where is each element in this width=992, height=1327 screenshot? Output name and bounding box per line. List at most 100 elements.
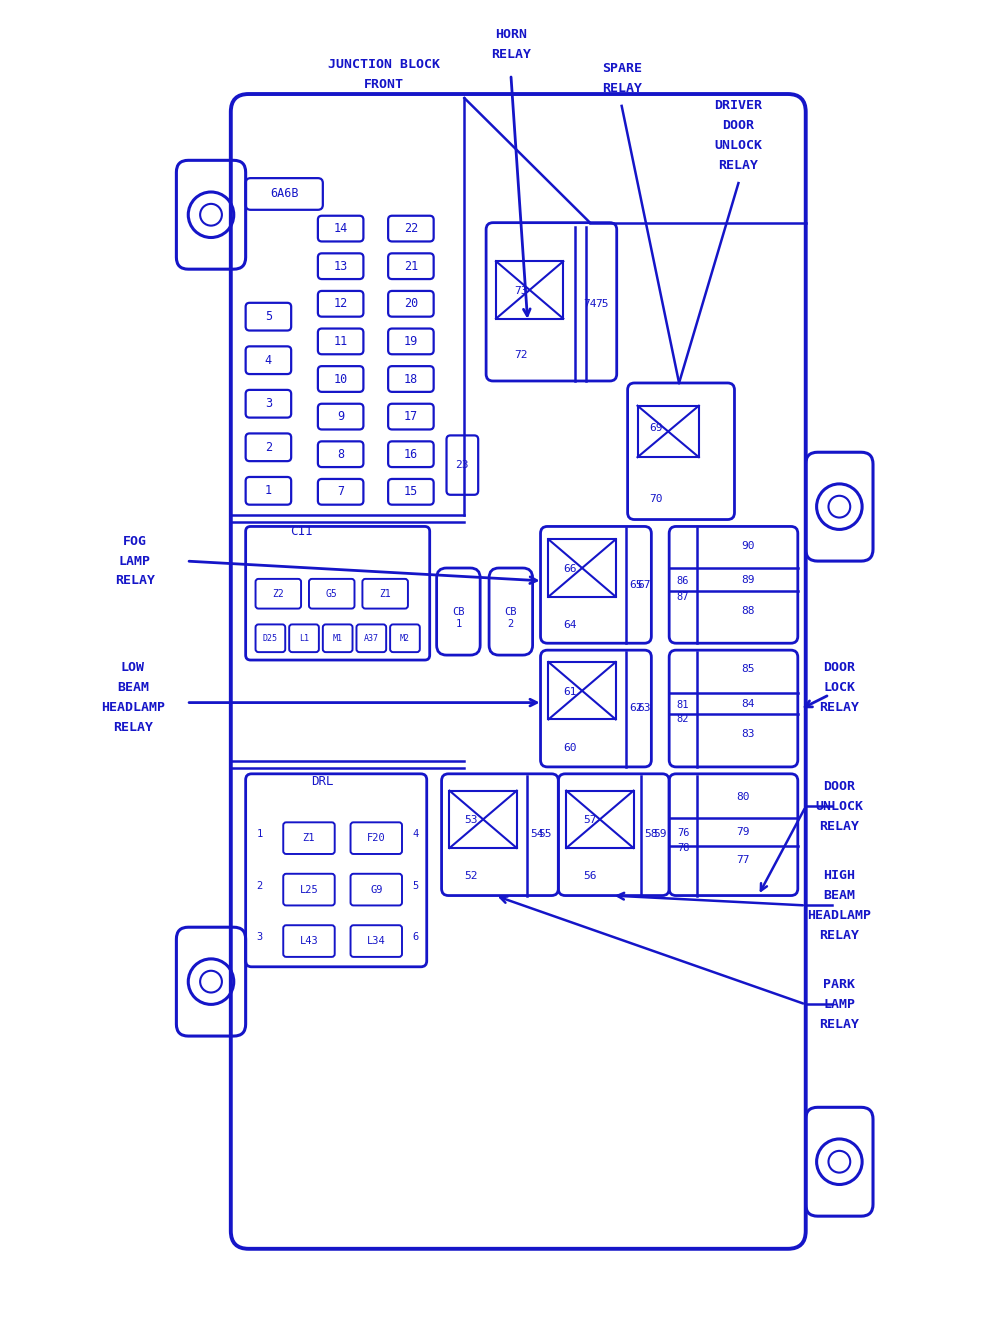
- Text: HEADLAMP: HEADLAMP: [807, 909, 871, 922]
- Text: RELAY: RELAY: [113, 721, 153, 734]
- Text: M1: M1: [332, 634, 342, 642]
- Text: RELAY: RELAY: [819, 1018, 859, 1031]
- Text: 72: 72: [514, 350, 528, 360]
- Text: 2: 2: [256, 881, 263, 890]
- Text: UNLOCK: UNLOCK: [815, 800, 863, 813]
- Text: 85: 85: [742, 664, 755, 674]
- Text: FRONT: FRONT: [364, 77, 404, 90]
- Text: 53: 53: [464, 815, 478, 825]
- Text: FOG: FOG: [123, 535, 147, 548]
- Text: CB: CB: [505, 606, 517, 617]
- Text: 88: 88: [742, 605, 755, 616]
- Text: DRL: DRL: [311, 775, 334, 788]
- Text: 77: 77: [737, 855, 750, 865]
- Text: 8: 8: [337, 447, 344, 460]
- Text: 9: 9: [337, 410, 344, 423]
- Bar: [549, 539, 616, 597]
- Text: L1: L1: [299, 634, 310, 642]
- Text: 3: 3: [256, 932, 263, 942]
- Text: 7: 7: [337, 486, 344, 499]
- Text: 66: 66: [563, 564, 577, 575]
- Text: 2: 2: [508, 620, 514, 629]
- Text: 4: 4: [265, 354, 272, 366]
- Text: SPARE: SPARE: [602, 62, 642, 74]
- Text: 1: 1: [455, 620, 461, 629]
- Text: 2: 2: [265, 441, 272, 454]
- Text: RELAY: RELAY: [491, 48, 531, 61]
- Text: 80: 80: [737, 792, 750, 802]
- Text: L43: L43: [300, 936, 318, 946]
- Text: 5: 5: [413, 881, 419, 890]
- Text: 64: 64: [563, 621, 577, 630]
- Bar: [549, 662, 616, 719]
- Text: LOW: LOW: [121, 661, 145, 674]
- Text: 20: 20: [404, 297, 418, 311]
- Text: 79: 79: [737, 827, 750, 837]
- Text: 82: 82: [677, 714, 689, 725]
- Text: 52: 52: [464, 871, 478, 881]
- Text: 22: 22: [404, 222, 418, 235]
- Text: G5: G5: [325, 589, 337, 598]
- Text: 10: 10: [333, 373, 348, 386]
- Text: RELAY: RELAY: [819, 929, 859, 942]
- Text: 19: 19: [404, 334, 418, 348]
- Bar: [566, 791, 634, 848]
- Text: 61: 61: [563, 686, 577, 697]
- Text: 11: 11: [333, 334, 348, 348]
- Text: 3: 3: [265, 397, 272, 410]
- Text: Z1: Z1: [303, 833, 315, 843]
- Text: CB: CB: [452, 606, 464, 617]
- Text: HEADLAMP: HEADLAMP: [101, 701, 165, 714]
- Text: RELAY: RELAY: [602, 81, 642, 94]
- Text: HIGH: HIGH: [823, 869, 855, 882]
- Bar: [496, 261, 563, 318]
- Text: G9: G9: [370, 885, 383, 894]
- Text: LAMP: LAMP: [823, 998, 855, 1011]
- Text: 65: 65: [629, 580, 642, 589]
- Text: 70: 70: [650, 494, 663, 504]
- Text: C11: C11: [290, 525, 312, 537]
- Text: 4: 4: [413, 829, 419, 839]
- Text: 17: 17: [404, 410, 418, 423]
- Text: 67: 67: [638, 580, 651, 589]
- Text: 14: 14: [333, 222, 348, 235]
- Text: 74: 74: [583, 299, 597, 309]
- Text: RELAY: RELAY: [115, 575, 155, 588]
- Text: 87: 87: [677, 592, 689, 601]
- Text: 12: 12: [333, 297, 348, 311]
- Text: UNLOCK: UNLOCK: [714, 139, 763, 153]
- Text: 69: 69: [650, 423, 663, 434]
- Text: 18: 18: [404, 373, 418, 386]
- Text: 76: 76: [677, 828, 689, 839]
- Text: D25: D25: [263, 634, 278, 642]
- Text: 59: 59: [654, 829, 667, 839]
- Text: 1: 1: [256, 829, 263, 839]
- Text: 16: 16: [404, 447, 418, 460]
- Text: 73: 73: [514, 285, 528, 296]
- Text: 23: 23: [455, 460, 469, 470]
- Text: L25: L25: [300, 885, 318, 894]
- Text: 62: 62: [629, 702, 642, 713]
- Text: DOOR: DOOR: [823, 780, 855, 794]
- Text: JUNCTION BLOCK: JUNCTION BLOCK: [328, 58, 440, 70]
- Text: 6: 6: [413, 932, 419, 942]
- Text: 56: 56: [583, 871, 597, 881]
- Text: DOOR: DOOR: [823, 661, 855, 674]
- Text: RELAY: RELAY: [819, 820, 859, 833]
- Text: 55: 55: [539, 829, 553, 839]
- Text: 54: 54: [530, 829, 544, 839]
- Text: 86: 86: [677, 576, 689, 587]
- Text: 83: 83: [742, 730, 755, 739]
- Text: 1: 1: [265, 484, 272, 498]
- Text: L34: L34: [367, 936, 386, 946]
- Text: 60: 60: [563, 743, 577, 754]
- Text: 89: 89: [742, 575, 755, 585]
- Text: F20: F20: [367, 833, 386, 843]
- Text: 81: 81: [677, 699, 689, 710]
- Text: 84: 84: [742, 698, 755, 709]
- Text: M2: M2: [400, 634, 410, 642]
- Text: 6A6B: 6A6B: [270, 187, 299, 200]
- Text: 63: 63: [638, 702, 651, 713]
- Text: 15: 15: [404, 486, 418, 499]
- Text: 57: 57: [583, 815, 597, 825]
